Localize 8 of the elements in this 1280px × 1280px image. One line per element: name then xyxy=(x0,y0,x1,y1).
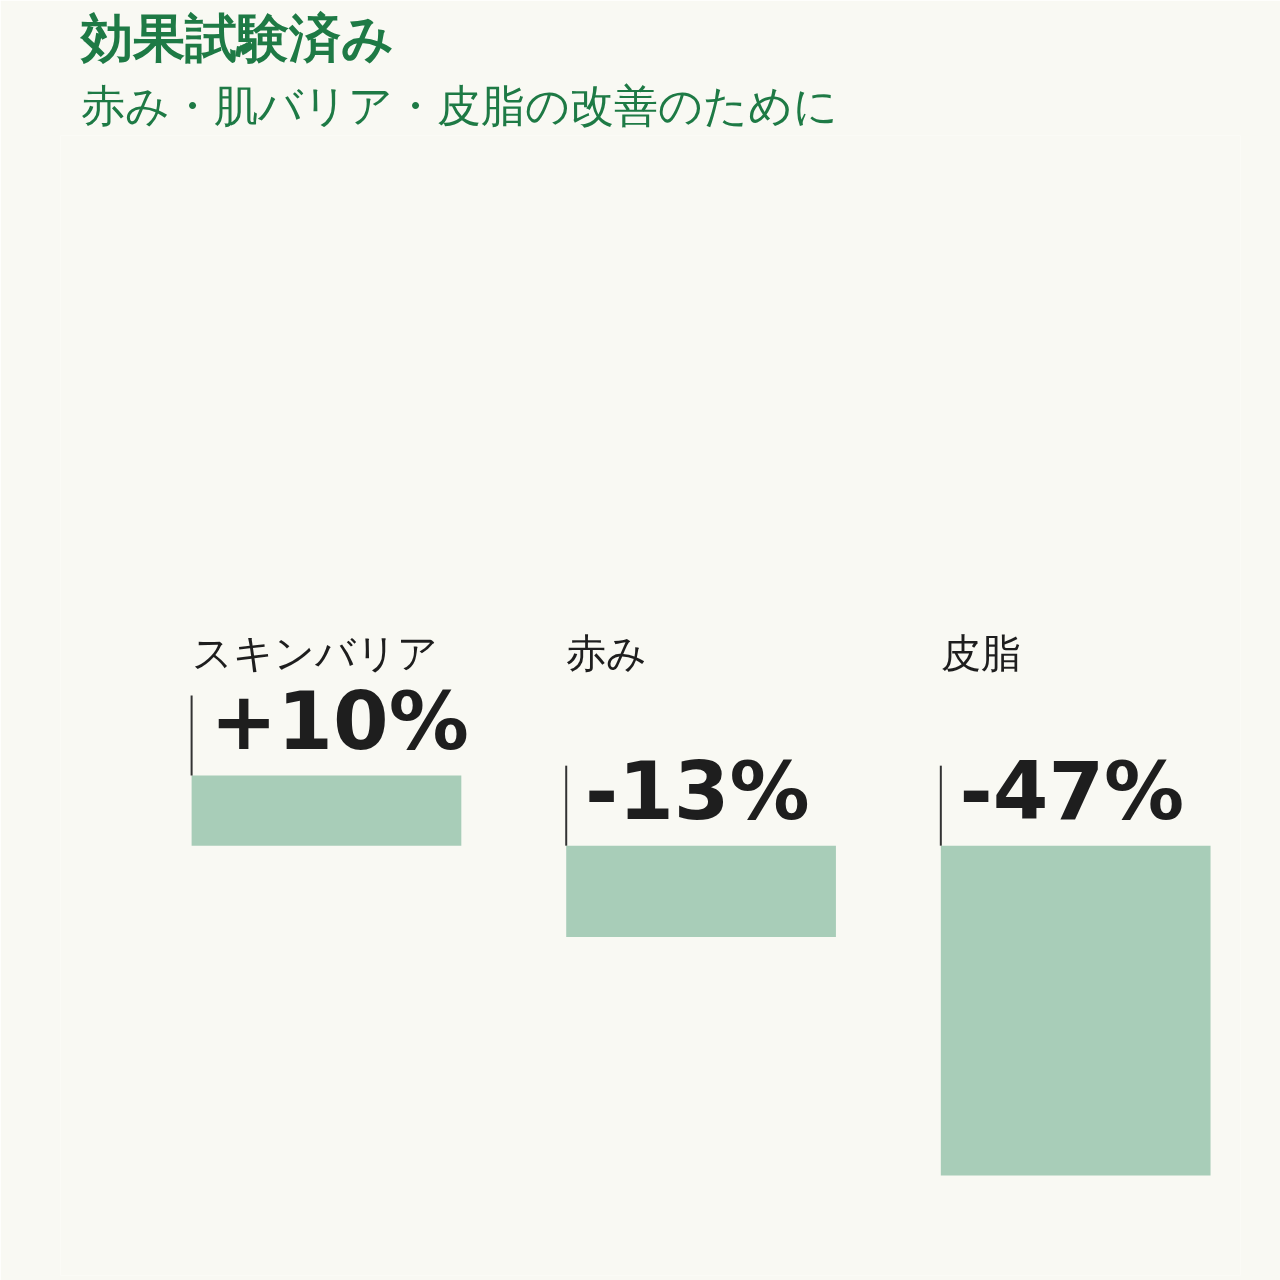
data-label: +10% xyxy=(210,674,469,768)
x-tick-label: スキンバリア xyxy=(191,629,438,676)
x-tick-label: 皮脂 xyxy=(940,629,1021,676)
data-label: -13% xyxy=(584,744,810,838)
data-label: -47% xyxy=(959,744,1185,838)
chart-title: 効果試験済み xyxy=(78,7,394,68)
x-tick-label: 赤み xyxy=(566,629,648,676)
chart-subtitle: 赤み・肌バリア・皮脂の改善のために xyxy=(80,79,838,131)
